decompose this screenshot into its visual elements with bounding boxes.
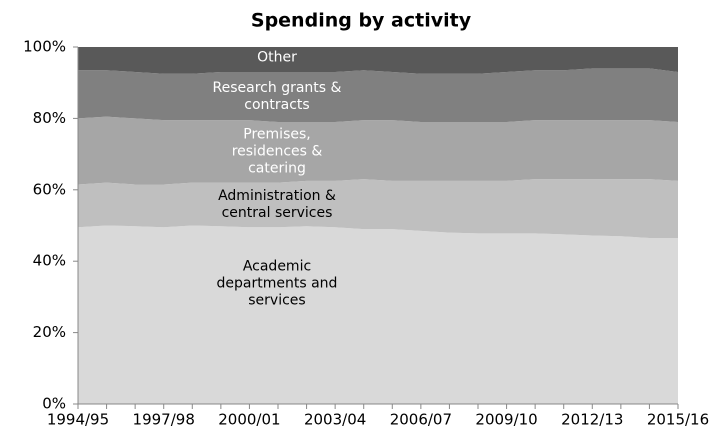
x-tick-label: 2006/07 — [390, 411, 452, 429]
area — [78, 225, 678, 404]
y-tick-label: 80% — [33, 109, 66, 127]
x-tick-label: 1994/95 — [47, 411, 109, 429]
series-label: Research grants & contracts — [212, 80, 342, 113]
x-tick-label: 2009/10 — [475, 411, 537, 429]
series-label: Academic departments and services — [216, 258, 338, 309]
series-label: Other — [257, 49, 297, 66]
area — [78, 116, 678, 185]
x-tick-label: 2015/16 — [647, 411, 709, 429]
x-tick-label: 2000/01 — [218, 411, 280, 429]
y-tick-label: 40% — [33, 252, 66, 270]
y-tick-label: 20% — [33, 323, 66, 341]
area — [78, 47, 678, 74]
y-tick-label: 60% — [33, 180, 66, 198]
series-label: Premises, residences & catering — [231, 126, 323, 177]
y-tick-label: 100% — [23, 38, 66, 56]
x-tick-label: 2012/13 — [561, 411, 623, 429]
series-label: Administration & central services — [218, 188, 336, 221]
chart-title: Spending by activity — [251, 10, 472, 32]
y-tick-label: 0% — [42, 395, 66, 413]
area — [78, 179, 678, 238]
x-tick-label: 2003/04 — [304, 411, 366, 429]
x-tick-label: 1997/98 — [133, 411, 195, 429]
area — [78, 68, 678, 122]
